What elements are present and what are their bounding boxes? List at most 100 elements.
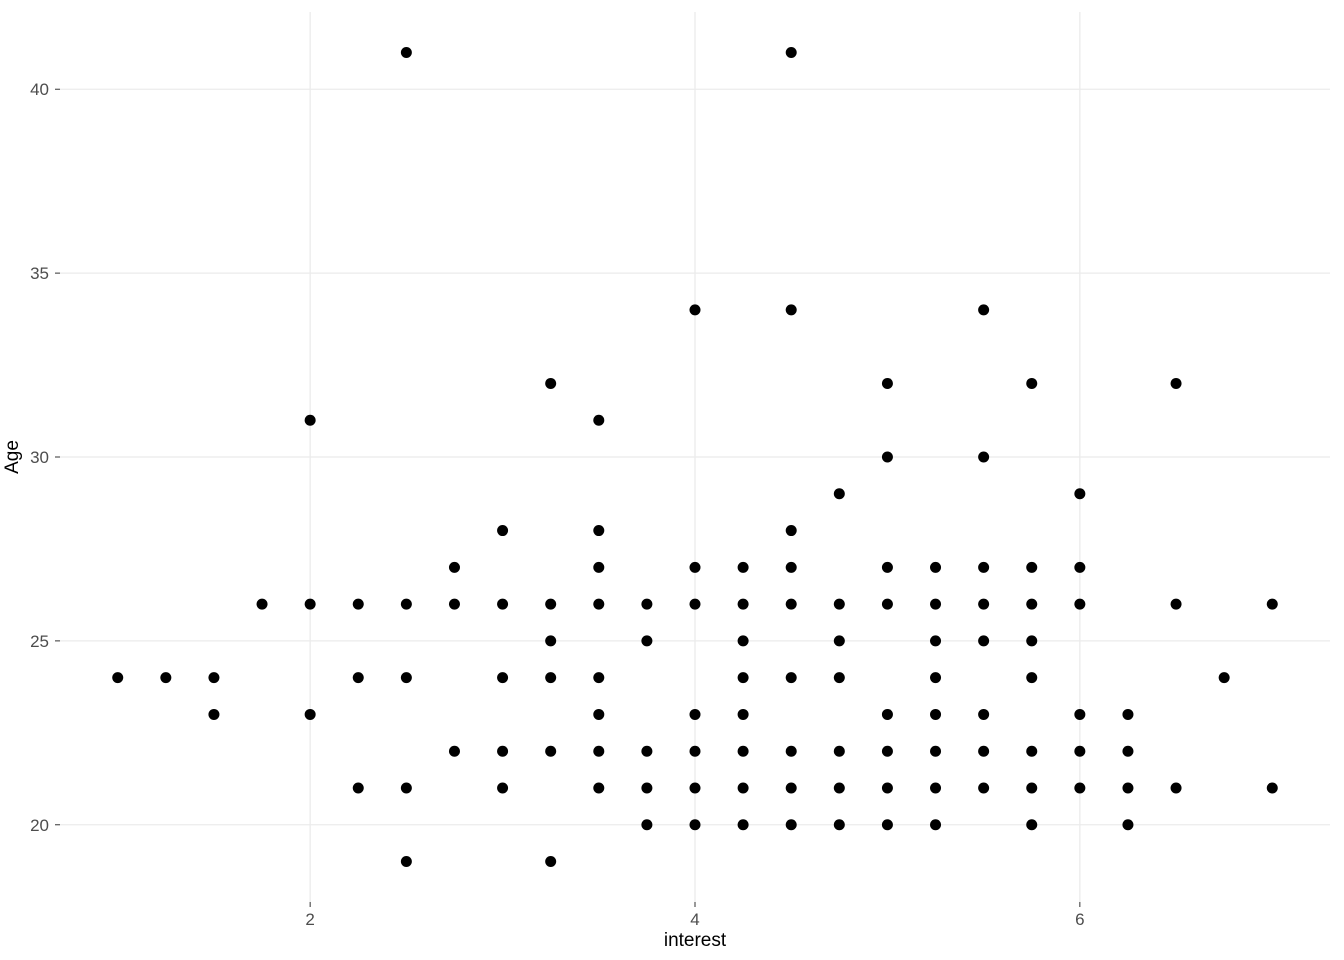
data-point	[738, 672, 749, 683]
data-point	[449, 562, 460, 573]
x-tick-label: 4	[690, 910, 699, 929]
data-point	[978, 782, 989, 793]
data-point	[545, 378, 556, 389]
data-point	[641, 746, 652, 757]
data-point	[786, 672, 797, 683]
data-point	[1074, 488, 1085, 499]
data-point	[593, 782, 604, 793]
scatter-chart: 2462025303540interestAge	[0, 0, 1344, 960]
data-point	[834, 488, 845, 499]
data-point	[497, 746, 508, 757]
chart-svg: 2462025303540interestAge	[0, 0, 1344, 960]
data-point	[497, 672, 508, 683]
data-point	[112, 672, 123, 683]
data-point	[497, 525, 508, 536]
data-point	[882, 599, 893, 610]
data-point	[930, 746, 941, 757]
y-axis-label: Age	[2, 440, 23, 474]
data-point	[1074, 709, 1085, 720]
data-point	[882, 819, 893, 830]
y-tick-label: 20	[30, 816, 49, 835]
data-point	[1026, 782, 1037, 793]
data-point	[834, 782, 845, 793]
data-point	[208, 709, 219, 720]
data-point	[401, 782, 412, 793]
data-point	[449, 746, 460, 757]
data-point	[1026, 746, 1037, 757]
data-point	[786, 47, 797, 58]
data-point	[1122, 709, 1133, 720]
data-point	[1026, 819, 1037, 830]
data-point	[738, 819, 749, 830]
data-point	[1074, 782, 1085, 793]
data-point	[545, 856, 556, 867]
data-point	[786, 304, 797, 315]
data-point	[545, 672, 556, 683]
y-tick-label: 25	[30, 632, 49, 651]
data-point	[690, 782, 701, 793]
data-point	[1267, 782, 1278, 793]
data-point	[882, 378, 893, 389]
data-point	[545, 746, 556, 757]
data-point	[882, 452, 893, 463]
data-point	[641, 782, 652, 793]
data-point	[978, 635, 989, 646]
data-point	[1267, 599, 1278, 610]
data-point	[305, 599, 316, 610]
data-point	[834, 635, 845, 646]
data-point	[786, 746, 797, 757]
data-point	[738, 782, 749, 793]
data-point	[1026, 562, 1037, 573]
data-point	[834, 599, 845, 610]
data-point	[738, 562, 749, 573]
data-point	[930, 709, 941, 720]
y-tick-label: 30	[30, 448, 49, 467]
data-point	[208, 672, 219, 683]
data-point	[786, 599, 797, 610]
data-point	[978, 599, 989, 610]
data-point	[1026, 599, 1037, 610]
x-tick-label: 2	[305, 910, 314, 929]
data-point	[738, 709, 749, 720]
data-point	[930, 562, 941, 573]
data-point	[353, 782, 364, 793]
data-point	[401, 599, 412, 610]
data-point	[690, 304, 701, 315]
data-point	[738, 635, 749, 646]
data-point	[160, 672, 171, 683]
data-point	[449, 599, 460, 610]
data-point	[593, 525, 604, 536]
x-tick-label: 6	[1075, 910, 1084, 929]
data-point	[401, 672, 412, 683]
data-point	[690, 599, 701, 610]
data-point	[978, 746, 989, 757]
data-point	[353, 672, 364, 683]
data-point	[930, 672, 941, 683]
data-point	[690, 819, 701, 830]
data-point	[834, 819, 845, 830]
data-point	[353, 599, 364, 610]
data-point	[738, 599, 749, 610]
data-point	[593, 415, 604, 426]
data-point	[1074, 599, 1085, 610]
data-point	[690, 562, 701, 573]
data-point	[593, 709, 604, 720]
data-point	[978, 304, 989, 315]
data-point	[305, 415, 316, 426]
x-axis-label: interest	[664, 930, 727, 951]
data-point	[1074, 562, 1085, 573]
data-point	[978, 562, 989, 573]
data-point	[834, 746, 845, 757]
y-tick-label: 35	[30, 264, 49, 283]
data-point	[882, 746, 893, 757]
data-point	[930, 819, 941, 830]
data-point	[738, 746, 749, 757]
data-point	[1171, 378, 1182, 389]
data-point	[545, 599, 556, 610]
data-point	[593, 599, 604, 610]
data-point	[305, 709, 316, 720]
data-point	[401, 856, 412, 867]
data-point	[1122, 746, 1133, 757]
data-point	[1171, 782, 1182, 793]
data-point	[1122, 819, 1133, 830]
